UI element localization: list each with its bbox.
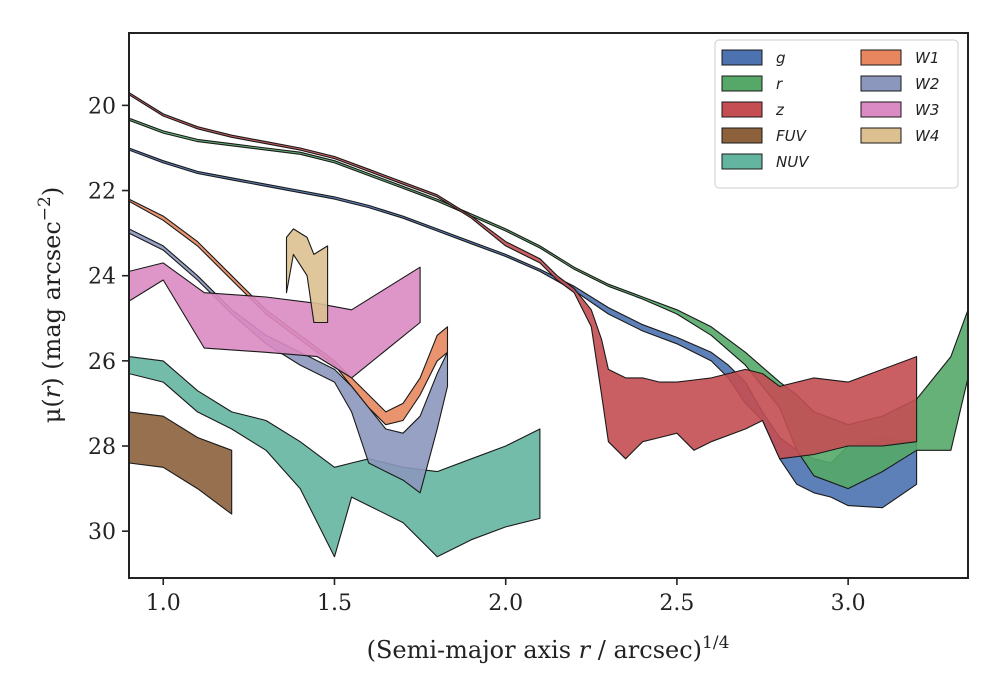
legend-label: r bbox=[776, 75, 783, 93]
x-tick-label: 3.0 bbox=[831, 591, 866, 616]
legend-item-w3: W3 bbox=[860, 101, 939, 119]
profile-bands bbox=[129, 92, 968, 558]
band-w4 bbox=[285, 228, 329, 324]
legend-swatch bbox=[721, 153, 763, 170]
legend-label: W1 bbox=[915, 49, 939, 67]
legend-swatch bbox=[860, 127, 902, 144]
legend-swatch bbox=[721, 75, 763, 92]
y-tick-label: 22 bbox=[88, 180, 116, 205]
y-tick-label: 20 bbox=[88, 94, 116, 119]
legend-item-z: z bbox=[721, 101, 785, 119]
legend-label: NUV bbox=[776, 153, 810, 171]
legend-label: W2 bbox=[915, 75, 939, 93]
x-tick-label: 2.0 bbox=[488, 591, 523, 616]
legend-item-w1: W1 bbox=[860, 49, 939, 67]
y-tick-label: 30 bbox=[88, 520, 116, 545]
band-nuv bbox=[129, 356, 541, 558]
y-axis-ticks: 20 22 24 26 28 30 bbox=[88, 94, 129, 545]
legend-swatch bbox=[860, 101, 902, 118]
legend: grz FUV NUV W1 W2 W3 W4 bbox=[714, 39, 959, 189]
band-w3 bbox=[129, 262, 421, 379]
y-tick-label: 28 bbox=[88, 435, 116, 460]
legend-item-w4: W4 bbox=[860, 127, 939, 145]
x-axis-label: (Semi-major axis r / arcsec)1/4 bbox=[367, 633, 730, 664]
legend-label: W4 bbox=[915, 127, 939, 145]
legend-item-r: r bbox=[721, 75, 783, 93]
band-fuv bbox=[129, 411, 233, 515]
legend-swatch bbox=[721, 101, 763, 118]
legend-label: z bbox=[775, 101, 785, 119]
legend-label: W3 bbox=[915, 101, 939, 119]
legend-swatch bbox=[721, 127, 763, 144]
legend-item-nuv: NUV bbox=[721, 153, 810, 171]
plot-frame bbox=[128, 32, 969, 579]
legend-label: FUV bbox=[776, 127, 808, 145]
legend-swatch bbox=[860, 75, 902, 92]
y-tick-label: 26 bbox=[88, 350, 116, 375]
legend-swatch bbox=[860, 49, 902, 66]
x-tick-label: 1.5 bbox=[317, 591, 352, 616]
legend-item-w2: W2 bbox=[860, 75, 939, 93]
x-tick-label: 2.5 bbox=[659, 591, 694, 616]
legend-swatch bbox=[721, 49, 763, 66]
legend-item-g: g bbox=[721, 49, 786, 67]
y-axis-label: μ(r) (mag arcsec−2) bbox=[35, 187, 66, 424]
legend-item-fuv: FUV bbox=[721, 127, 808, 145]
x-axis-ticks: 1.0 1.5 2.0 2.5 3.0 bbox=[146, 578, 866, 616]
legend-label: g bbox=[776, 49, 786, 67]
band-r bbox=[129, 117, 968, 490]
y-tick-label: 24 bbox=[88, 265, 116, 290]
x-tick-label: 1.0 bbox=[146, 591, 181, 616]
band-z bbox=[129, 92, 918, 460]
